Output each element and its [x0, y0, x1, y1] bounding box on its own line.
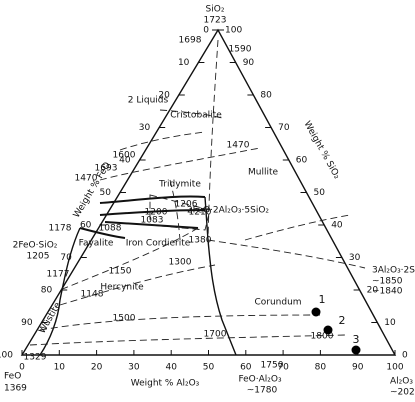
- field-label: Iron Cordierite: [126, 239, 191, 249]
- tick-label: 80: [41, 286, 53, 296]
- tick-label: 100: [225, 26, 242, 36]
- tick-label: 10: [178, 58, 190, 68]
- tick-label: 100: [0, 351, 13, 361]
- tick-label: 30: [139, 123, 151, 133]
- tick-label: 30: [349, 253, 361, 263]
- annotation: 1083: [141, 216, 164, 226]
- triangle: [20, 28, 397, 356]
- field-label: Fayalite: [79, 239, 114, 249]
- tick-label: 80: [260, 91, 272, 101]
- tick-label: 0: [402, 351, 408, 361]
- field-label: Hercynite: [100, 283, 144, 293]
- point-label: 2: [339, 314, 346, 327]
- field-label: 2 Liquids: [128, 96, 169, 106]
- point-dot: [351, 345, 361, 355]
- annotation: 1177: [47, 270, 70, 280]
- annotation: 1698: [179, 36, 202, 46]
- annotation: 1380: [189, 236, 212, 246]
- annotation: ~1850: [372, 277, 403, 287]
- tick-label: 0: [19, 363, 25, 373]
- annotation: 1470: [75, 174, 98, 184]
- tick-label: 40: [119, 156, 131, 166]
- tick-label: 70: [277, 363, 289, 373]
- corner-temp: 1369: [4, 384, 27, 394]
- tick-label: 60: [240, 363, 252, 373]
- annotation: 3Al₂O₃·2SiO₂: [372, 266, 415, 276]
- tick-label: 10: [54, 363, 66, 373]
- tick-label: 50: [203, 363, 215, 373]
- tick-label: 50: [314, 188, 326, 198]
- annotation: 1470: [227, 141, 250, 151]
- annotation: 1206: [175, 200, 198, 210]
- annotation: 1329: [24, 353, 47, 363]
- tick-label: 40: [331, 221, 343, 231]
- point-dot: [311, 307, 321, 317]
- annotation: ~1780: [247, 386, 278, 396]
- tick-label: 90: [243, 58, 255, 68]
- tick-label: 20: [158, 91, 170, 101]
- tick-label: 70: [60, 253, 72, 263]
- tick-label: 10: [384, 318, 396, 328]
- tick-label: 100: [386, 363, 403, 373]
- point-dot: [323, 325, 333, 335]
- tick-label: 50: [100, 188, 112, 198]
- tick-label: 20: [91, 363, 103, 373]
- annotation: 2FeO·SiO₂: [13, 241, 58, 251]
- annotation: ~1840: [372, 287, 403, 297]
- tick-label: 60: [80, 221, 92, 231]
- annotation: 1500: [113, 314, 136, 324]
- field-label: Wüstite: [38, 301, 64, 336]
- annotation: 1088: [99, 224, 122, 234]
- annotation: 1148: [81, 290, 104, 300]
- corner-label: FeO: [4, 372, 21, 382]
- annotation: 2FeO·2Al₂O₃·5SiO₂: [187, 206, 269, 216]
- corner-temp: 1723: [204, 16, 227, 26]
- annotation: 1590: [229, 45, 252, 55]
- annotation: FeO·Al₂O₃: [238, 375, 282, 385]
- annotation: 1800: [311, 332, 334, 342]
- point-label: 1: [319, 293, 326, 306]
- corner-label: SiO₂: [206, 5, 225, 15]
- boundaries: [29, 39, 366, 356]
- corner-label: Al₂O₃: [390, 377, 413, 387]
- tick-label: 90: [21, 318, 33, 328]
- annotation: 1150: [109, 267, 132, 277]
- annotation: 1600: [113, 151, 136, 161]
- tick-label: 20: [367, 286, 379, 296]
- annotation: 1178: [49, 224, 72, 234]
- annotation: 1700: [204, 330, 227, 340]
- tick-label: 80: [315, 363, 327, 373]
- tick-label: 90: [352, 363, 364, 373]
- tick-label: 60: [296, 156, 308, 166]
- annotation: 1210: [189, 208, 212, 218]
- field-label: Cristobalite: [170, 111, 222, 121]
- field-label: Tridymite: [158, 180, 201, 190]
- annotation: 1205: [27, 252, 50, 262]
- tick-label: 70: [278, 123, 290, 133]
- axis-title: Weight % Al₂O₃: [131, 379, 200, 389]
- annotation: 1200: [145, 208, 168, 218]
- annotation: 1693: [95, 164, 118, 174]
- field-label: Mullite: [248, 168, 278, 178]
- tick-label: 30: [128, 363, 140, 373]
- tick-label: 40: [165, 363, 177, 373]
- axis-title: Weight % SiO₂: [302, 120, 342, 182]
- tick-label: 0: [203, 26, 209, 36]
- point-label: 3: [353, 333, 360, 346]
- annotation: 1750: [261, 361, 284, 371]
- field-label: Corundum: [254, 298, 301, 308]
- annotation: 1300: [169, 258, 192, 268]
